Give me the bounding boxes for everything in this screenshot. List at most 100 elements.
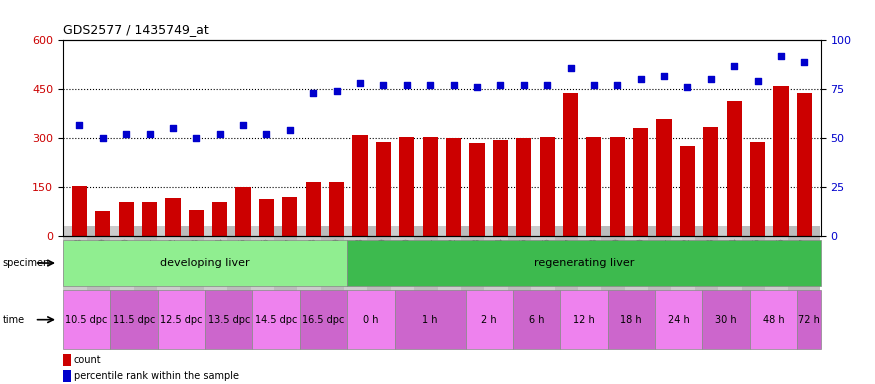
Point [493, 82, 507, 88]
Bar [347, 290, 395, 349]
Bar [300, 290, 347, 349]
Bar [586, 137, 601, 236]
Text: 0 h: 0 h [363, 314, 379, 325]
Bar [63, 354, 71, 366]
Point [283, 127, 297, 134]
Bar [95, 211, 110, 236]
Text: time: time [3, 314, 24, 325]
Text: 10.5 dpc: 10.5 dpc [66, 314, 108, 325]
Point [446, 82, 460, 88]
Bar [347, 240, 821, 286]
Text: 16.5 dpc: 16.5 dpc [302, 314, 345, 325]
Bar [493, 140, 508, 236]
Bar [353, 135, 367, 236]
Text: percentile rank within the sample: percentile rank within the sample [74, 371, 239, 381]
Bar [305, 182, 321, 236]
Point [470, 84, 484, 90]
Bar [395, 290, 466, 349]
Bar [469, 143, 485, 236]
Bar [703, 290, 750, 349]
Point [400, 82, 414, 88]
Point [213, 131, 227, 137]
Text: 6 h: 6 h [528, 314, 544, 325]
Text: 18 h: 18 h [620, 314, 642, 325]
Point [143, 131, 157, 137]
Bar [110, 290, 158, 349]
Bar [158, 290, 205, 349]
Bar [72, 185, 87, 236]
Point [73, 121, 87, 127]
Text: developing liver: developing liver [160, 258, 250, 268]
Point [260, 131, 274, 137]
Text: count: count [74, 355, 102, 365]
Text: 2 h: 2 h [481, 314, 497, 325]
Bar [205, 290, 253, 349]
Point [306, 90, 320, 96]
Point [95, 135, 109, 141]
Bar [375, 142, 391, 236]
Bar [607, 290, 655, 349]
Point [376, 82, 390, 88]
Bar [797, 93, 812, 236]
Point [517, 82, 531, 88]
Bar [63, 290, 110, 349]
Bar [704, 127, 718, 236]
Text: 11.5 dpc: 11.5 dpc [113, 314, 155, 325]
Point [330, 88, 344, 94]
Text: 24 h: 24 h [668, 314, 690, 325]
Bar [610, 137, 625, 236]
Bar [212, 202, 228, 236]
Bar [656, 119, 672, 236]
Text: 48 h: 48 h [763, 314, 784, 325]
Text: 13.5 dpc: 13.5 dpc [207, 314, 250, 325]
Text: GDS2577 / 1435749_at: GDS2577 / 1435749_at [63, 23, 209, 36]
Point [353, 80, 367, 86]
Point [657, 73, 671, 79]
Bar [774, 86, 788, 236]
Point [610, 82, 624, 88]
Point [681, 84, 695, 90]
Point [774, 53, 788, 59]
Text: regenerating liver: regenerating liver [534, 258, 634, 268]
Text: 72 h: 72 h [798, 314, 820, 325]
Bar [516, 138, 531, 236]
Point [587, 82, 601, 88]
Point [236, 121, 250, 127]
Bar [189, 210, 204, 236]
Point [797, 59, 811, 65]
Text: 1 h: 1 h [423, 314, 438, 325]
Point [564, 65, 578, 71]
Point [727, 63, 741, 69]
Bar [63, 370, 71, 382]
Bar [399, 137, 415, 236]
Point [189, 135, 203, 141]
Text: 14.5 dpc: 14.5 dpc [255, 314, 298, 325]
Bar [540, 137, 555, 236]
Point [704, 76, 717, 83]
Point [540, 82, 554, 88]
Bar [423, 137, 438, 236]
Bar [726, 101, 742, 236]
Bar [142, 202, 158, 236]
Point [119, 131, 133, 137]
Point [166, 125, 180, 131]
Bar [655, 290, 703, 349]
Bar [165, 198, 180, 236]
Bar [63, 240, 347, 286]
Text: specimen: specimen [3, 258, 50, 268]
Bar [750, 290, 797, 349]
Bar [513, 290, 560, 349]
Bar [283, 197, 298, 236]
Text: 12.5 dpc: 12.5 dpc [160, 314, 203, 325]
Bar [680, 146, 695, 236]
Point [751, 78, 765, 84]
Bar [634, 128, 648, 236]
Bar [253, 290, 300, 349]
Bar [750, 142, 766, 236]
Bar [797, 290, 821, 349]
Point [634, 76, 648, 83]
Bar [560, 290, 607, 349]
Text: 30 h: 30 h [715, 314, 737, 325]
Point [424, 82, 438, 88]
Bar [329, 182, 344, 236]
